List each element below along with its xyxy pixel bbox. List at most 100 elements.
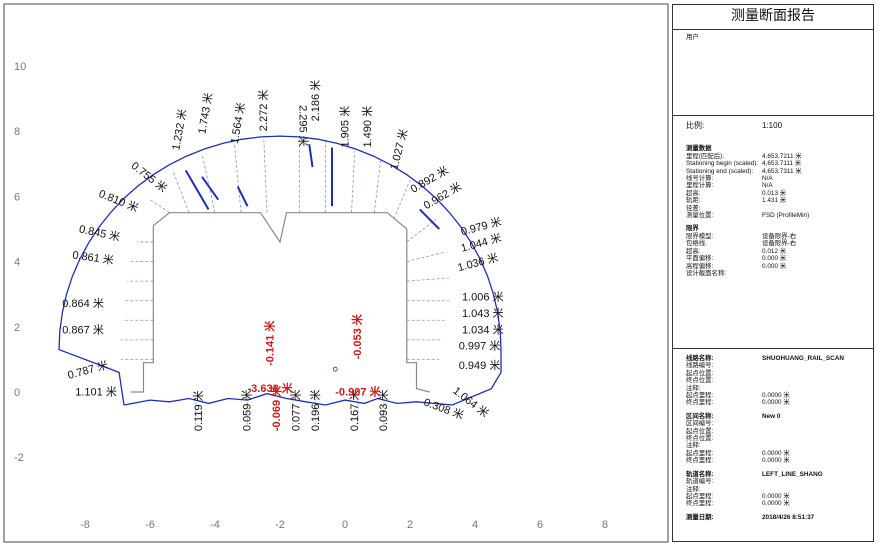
section-row: 终点位置: bbox=[686, 435, 873, 442]
survey-row: 轨距: 1.431 米 bbox=[686, 197, 873, 204]
clearance-value: 0.000 米 bbox=[762, 262, 787, 270]
section-row: 区间名称: New 0 bbox=[686, 413, 873, 420]
x-tick-label: 8 bbox=[602, 519, 608, 531]
line-value: SHUOHUANG_RAIL_SCAN bbox=[762, 355, 845, 362]
center-marker bbox=[332, 366, 338, 372]
line-row: 线路编号: bbox=[686, 362, 873, 369]
section-rows: 区间名称: New 0 区间编号: 起点位置: 终点位置: 注释: 起点里程: 0.0000 … bbox=[686, 413, 873, 465]
scale-value: 1:100 bbox=[762, 121, 783, 130]
leader-line bbox=[172, 170, 190, 213]
measurement-label: 0.196 米 bbox=[309, 390, 322, 432]
scale-row: 比例: 1:100 bbox=[686, 121, 873, 130]
measurement-label: 0.077 米 bbox=[290, 390, 303, 432]
deviation-label: -0.053 米 bbox=[350, 313, 364, 359]
leader-line bbox=[351, 150, 356, 213]
section-value: 0.0000 米 bbox=[762, 457, 790, 465]
y-tick-label: 6 bbox=[14, 191, 20, 203]
clearance-rows: 限界模型: 设备限界-右 包络线: 设备限界-右 超高: 0.012 米平面偏移: 0.00… bbox=[686, 233, 873, 277]
section-key: 区间编号: bbox=[686, 420, 714, 428]
report-panel: 测量断面报告 用户 比例: 1:100 测量数据 里程(匹配后): 4,653.7… bbox=[672, 4, 874, 542]
track-value: LEFT_LINE_SHANG bbox=[762, 470, 823, 478]
track-key: 注释: bbox=[686, 485, 701, 493]
survey-row: Stationing end (scaled): 4,653.7311 米 bbox=[686, 168, 873, 175]
section-key: 终点里程: bbox=[686, 457, 714, 465]
section-value: New 0 bbox=[762, 412, 781, 420]
measurement-label: 1.905 米 bbox=[338, 106, 351, 148]
y-tick-label: 2 bbox=[14, 322, 20, 334]
measurement-label: 0.867 米 bbox=[62, 323, 104, 336]
leader-line bbox=[149, 199, 170, 214]
line-key: 终点里程: bbox=[686, 399, 714, 407]
survey-key: 里程计算: bbox=[686, 182, 714, 190]
line-key: 线路名称: bbox=[686, 355, 714, 362]
scale-key: 比例: bbox=[686, 121, 705, 130]
survey-heading: 测量数据 bbox=[686, 145, 712, 153]
section-row: 起点位置: bbox=[686, 428, 873, 435]
deviation-label: -0.141 米 bbox=[263, 320, 277, 366]
leader-line bbox=[201, 153, 216, 213]
deviation-marker bbox=[308, 144, 314, 168]
user-section: 用户 bbox=[673, 30, 873, 116]
line-key: 起点里程: bbox=[686, 392, 714, 400]
deviation-marker bbox=[201, 176, 220, 201]
report-title: 测量断面报告 bbox=[673, 5, 873, 30]
clearance-value: 设备限界-右 bbox=[762, 240, 797, 248]
track-value: 0.0000 米 bbox=[762, 492, 790, 500]
clearance-key: 高程偏移: bbox=[686, 262, 714, 270]
line-value bbox=[762, 385, 873, 392]
section-value bbox=[762, 428, 873, 435]
section-value bbox=[762, 420, 873, 427]
survey-key: 径差: bbox=[686, 204, 701, 212]
deviation-marker bbox=[419, 208, 440, 230]
measurement-label: 0.997 米 bbox=[459, 340, 501, 353]
x-tick-label: -6 bbox=[145, 519, 155, 531]
survey-row: 里程(匹配后): 4,653.7211 米 bbox=[686, 153, 873, 160]
clearance-key: 包络线: bbox=[686, 240, 707, 248]
track-key: 轨道名称: bbox=[686, 470, 714, 478]
track-row: 注释: bbox=[686, 486, 873, 493]
clearance-row: 高程偏移: 0.000 米 bbox=[686, 263, 873, 270]
survey-key: 线号计算: bbox=[686, 175, 714, 183]
survey-value: N/A bbox=[762, 175, 773, 183]
clearance-outline bbox=[130, 212, 430, 393]
section-row: 起点里程: 0.0000 米 bbox=[686, 450, 873, 457]
plot-frame bbox=[3, 3, 669, 543]
track-value bbox=[762, 486, 873, 493]
date-key: 测量日期: bbox=[686, 513, 714, 521]
survey-row: 径差: bbox=[686, 205, 873, 212]
section-row: 注释: bbox=[686, 442, 873, 449]
section-key: 起点位置: bbox=[686, 427, 714, 435]
line-row: 线路名称: SHUOHUANG_RAIL_SCAN bbox=[686, 355, 873, 362]
clearance-row: 设计截面名称: bbox=[686, 270, 873, 277]
measurement-label: 0.861 米 bbox=[72, 248, 115, 267]
measurement-label: 0.949 米 bbox=[459, 359, 501, 372]
survey-key: 里程(匹配后): bbox=[686, 152, 724, 160]
track-key: 终点里程: bbox=[686, 500, 714, 508]
user-label: 用户 bbox=[686, 34, 699, 41]
line-rows: 线路名称: SHUOHUANG_RAIL_SCAN 线路编号: 起点位置: 终点位置: 注… bbox=[686, 355, 873, 407]
survey-key: 超高: bbox=[686, 189, 701, 197]
survey-row: 测量位置: FSD (ProfileMin) bbox=[686, 212, 873, 219]
date-row: 测量日期: 2018/4/26 8:51:37 bbox=[686, 514, 873, 521]
section-row: 区间编号: bbox=[686, 420, 873, 427]
line-value: 0.0000 米 bbox=[762, 399, 790, 407]
survey-value: FSD (ProfileMin) bbox=[762, 212, 810, 220]
tunnel-shapes bbox=[58, 135, 502, 406]
track-row: 轨道编号: bbox=[686, 478, 873, 485]
measured-profile bbox=[58, 135, 502, 406]
section-key: 区间名称: bbox=[686, 412, 714, 420]
date-value: 2018/4/26 8:51:37 bbox=[762, 513, 815, 521]
measurement-label: 1.006 米 bbox=[462, 291, 504, 304]
survey-rows: 里程(匹配后): 4,653.7211 米 Stationing begin (sc… bbox=[686, 153, 873, 220]
survey-value: 4,653.7211 米 bbox=[762, 152, 802, 160]
survey-value: 1.431 米 bbox=[762, 197, 787, 205]
leader-line bbox=[393, 179, 411, 220]
clearance-value: 0.000 米 bbox=[762, 255, 787, 263]
line-row: 终点位置: bbox=[686, 377, 873, 384]
track-key: 起点里程: bbox=[686, 492, 714, 500]
line-row: 起点位置: bbox=[686, 370, 873, 377]
line-row: 终点里程: 0.0000 米 bbox=[686, 399, 873, 406]
survey-row: 超高: 0.013 米 bbox=[686, 190, 873, 197]
track-value bbox=[762, 478, 873, 485]
clearance-row: 包络线: 设备限界-右 bbox=[686, 240, 873, 247]
